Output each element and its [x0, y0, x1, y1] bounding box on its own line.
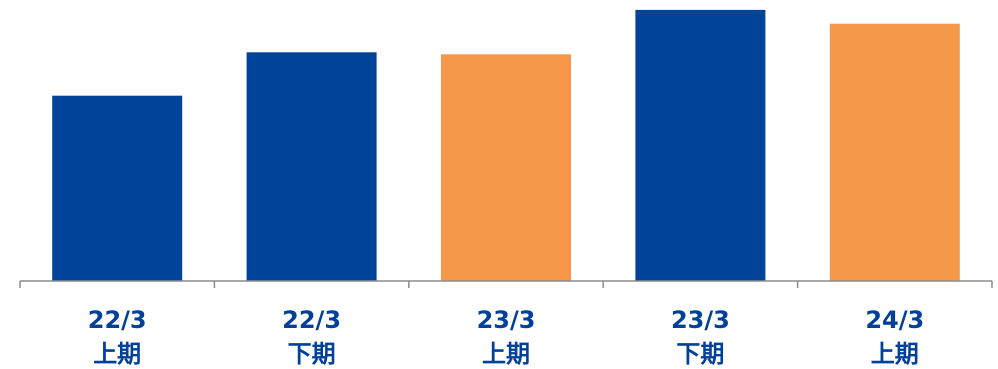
- bar-2: [441, 54, 571, 281]
- x-tick-label-period: 22/3: [88, 306, 147, 334]
- x-tick-label-period: 23/3: [477, 306, 536, 334]
- x-tick-label-half: 下期: [288, 340, 336, 368]
- x-tick-label-period: 23/3: [671, 306, 730, 334]
- x-tick-label-half: 上期: [482, 340, 530, 368]
- category-labels: 22/3 上期 22/3 下期 23/3 上期 23/3 下期 24/3 上期: [88, 306, 924, 368]
- x-tick-label-period: 22/3: [282, 306, 341, 334]
- x-axis: [19, 280, 993, 288]
- x-tick-label-half: 下期: [676, 340, 724, 368]
- bar-4: [829, 23, 960, 281]
- bars-group: [52, 9, 960, 282]
- x-tick-label-half: 上期: [871, 340, 919, 368]
- bar-3: [635, 9, 766, 282]
- bar-1: [246, 52, 377, 281]
- x-tick-label-period: 24/3: [865, 306, 924, 334]
- bar-0: [52, 95, 183, 281]
- x-tick-label-half: 上期: [93, 340, 141, 368]
